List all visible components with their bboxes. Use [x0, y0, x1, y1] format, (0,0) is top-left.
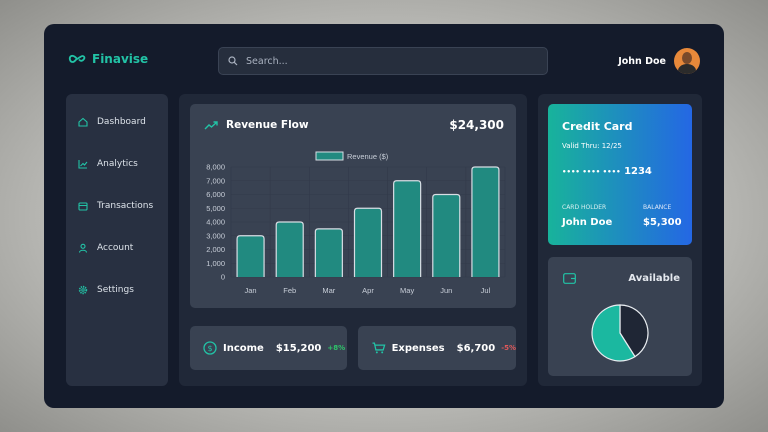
svg-text:$: $: [207, 344, 212, 353]
bar-jun[interactable]: [432, 193, 461, 278]
card-number-last: 1234: [624, 166, 652, 177]
bar-jul[interactable]: [471, 166, 500, 277]
legend-label[interactable]: Revenue ($): [347, 152, 389, 161]
income-label: Income: [223, 342, 264, 354]
revenue-card: Revenue Flow $24,300 0 1,000 2,000 3,000 4,0…: [190, 104, 516, 308]
user-menu[interactable]: John Doe: [618, 48, 700, 74]
user-name: John Doe: [618, 55, 666, 67]
trending-up-icon: [204, 121, 218, 130]
card-number-mask: •••• •••• ••••: [562, 168, 621, 176]
sidebar-item-account[interactable]: Account: [78, 243, 133, 253]
revenue-total: $24,300: [449, 118, 504, 132]
credit-card[interactable]: Credit Card Valid Thru: 12/25 •••• •••• …: [548, 104, 692, 245]
sidebar-item-label: Analytics: [97, 159, 138, 169]
available-title: Available: [628, 273, 680, 284]
brand-logo[interactable]: Finavise: [68, 52, 148, 66]
brand-name: Finavise: [92, 52, 149, 66]
expenses-label: Expenses: [391, 342, 445, 354]
sidebar-item-label: Dashboard: [97, 117, 146, 127]
income-card: $ Income $15,200 +8%: [190, 326, 347, 370]
app-window: Finavise Search... John Doe Dashboard An…: [44, 24, 724, 408]
bar-feb[interactable]: [275, 221, 304, 277]
card-valid-thru: Valid Thru: 12/25: [562, 142, 622, 150]
legend-swatch: [315, 151, 344, 161]
sidebar: Dashboard Analytics Transactions Account…: [66, 94, 168, 386]
x-tick-label: Jan: [245, 286, 257, 295]
y-tick-label: 1,000: [206, 259, 225, 268]
x-tick-label: Feb: [283, 286, 296, 295]
expenses-card: Expenses $6,700 -5%: [358, 326, 516, 370]
sidebar-item-settings[interactable]: Settings: [78, 285, 134, 295]
sidebar-item-dashboard[interactable]: Dashboard: [78, 117, 146, 127]
sidebar-item-analytics[interactable]: Analytics: [78, 159, 138, 169]
income-change: +8%: [327, 344, 346, 352]
infinity-icon: [68, 54, 86, 63]
cart-icon: [372, 342, 386, 354]
y-tick-label: 0: [221, 273, 225, 282]
wallet-icon: [563, 273, 576, 284]
sidebar-item-transactions[interactable]: Transactions: [78, 201, 153, 211]
x-tick-label: Mar: [322, 286, 335, 295]
home-icon: [78, 117, 88, 127]
card-balance-label: BALANCE: [643, 204, 672, 211]
y-tick-label: 8,000: [206, 163, 225, 172]
y-tick-label: 4,000: [206, 218, 225, 227]
bar-may[interactable]: [393, 180, 422, 277]
search-input[interactable]: Search...: [218, 47, 548, 75]
card-holder-label: CARD HOLDER: [562, 204, 607, 211]
revenue-title: Revenue Flow: [226, 119, 309, 131]
sidebar-item-label: Transactions: [97, 201, 154, 211]
revenue-bar-chart: 0 1,000 2,000 3,000 4,000 5,000 6,000 7,000 8,00…: [206, 151, 506, 295]
pie-slice[interactable]: [591, 304, 636, 362]
income-value: $15,200: [275, 342, 322, 354]
gear-icon: [78, 285, 88, 295]
chart-line-icon: [78, 160, 88, 169]
sidebar-item-label: Settings: [97, 285, 134, 295]
bar-jan[interactable]: [236, 235, 265, 277]
y-tick-label: 3,000: [206, 231, 225, 240]
expenses-change: -5%: [501, 344, 516, 352]
card-holder-name: John Doe: [562, 217, 613, 228]
x-tick-label: Jul: [481, 286, 491, 295]
available-pie-chart: [591, 304, 649, 362]
user-icon: [78, 243, 88, 253]
calendar-icon: [78, 202, 88, 211]
y-tick-label: 2,000: [206, 245, 225, 254]
card-title: Credit Card: [562, 120, 633, 133]
x-tick-label: Jun: [440, 286, 452, 295]
y-tick-label: 5,000: [206, 204, 225, 213]
card-balance: $5,300: [643, 217, 682, 228]
dollar-circle-icon: $: [203, 341, 217, 355]
expenses-value: $6,700: [456, 342, 496, 354]
y-tick-label: 6,000: [206, 190, 225, 199]
x-tick-label: May: [400, 286, 414, 295]
search-icon: [228, 56, 238, 66]
bar-mar[interactable]: [314, 228, 343, 277]
sidebar-item-label: Account: [97, 243, 134, 253]
available-card: Available: [548, 257, 692, 376]
avatar[interactable]: [674, 48, 700, 74]
bar-apr[interactable]: [353, 207, 383, 277]
main-panel: Revenue Flow $24,300 0 1,000 2,000 3,000 4,0…: [179, 94, 527, 386]
y-tick-label: 7,000: [206, 176, 225, 185]
right-panel: Credit Card Valid Thru: 12/25 •••• •••• …: [538, 94, 702, 386]
search-placeholder: Search...: [246, 55, 288, 67]
x-tick-label: Apr: [362, 286, 374, 295]
